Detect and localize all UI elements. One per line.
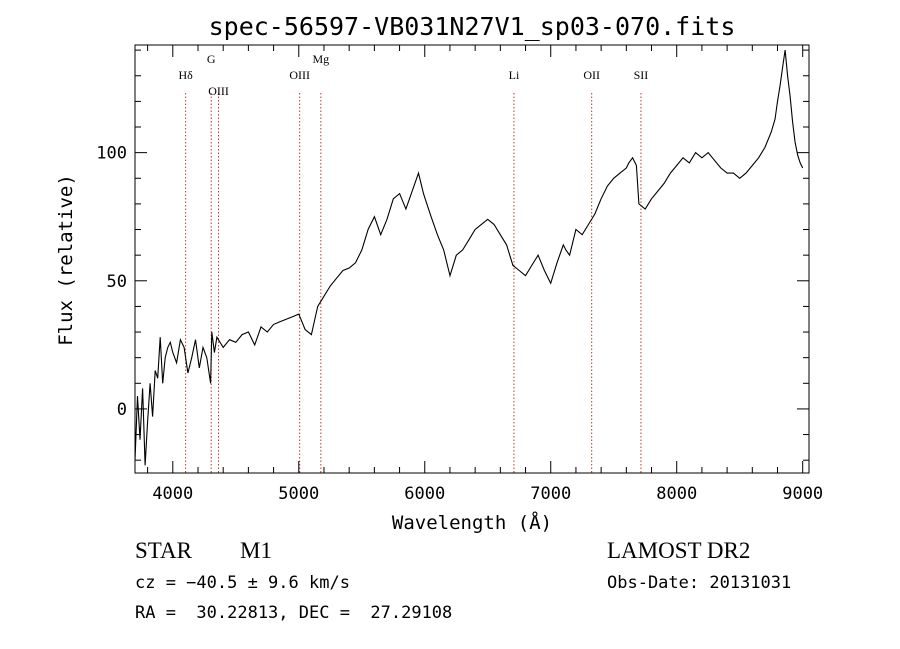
spectral-line-label: OIII <box>208 84 229 98</box>
y-tick-label: 100 <box>96 144 127 164</box>
spectral-line-label: OIII <box>289 68 310 82</box>
chart-title: spec-56597-VB031N27V1_sp03-070.fits <box>209 12 736 41</box>
y-tick-label: 50 <box>107 272 127 292</box>
sky-coordinates: RA = 30.22813, DEC = 27.29108 <box>135 603 453 623</box>
plot-frame <box>134 44 810 474</box>
x-tick-label: 7000 <box>530 484 571 504</box>
x-tick-label: 5000 <box>278 484 319 504</box>
spectral-line-label: Hδ <box>178 68 193 82</box>
observation-date: Obs-Date: 20131031 <box>607 573 792 593</box>
y-axis-ticks: 0 50 100 <box>96 49 809 461</box>
y-axis-label: Flux (relative) <box>55 174 77 346</box>
spectral-line-label: Li <box>509 68 520 82</box>
x-tick-label: 4000 <box>152 484 193 504</box>
x-axis-ticks: 4000 5000 6000 7000 8000 9000 <box>147 45 823 504</box>
spectral-line-label: OII <box>583 68 600 82</box>
y-tick-label: 0 <box>117 400 127 420</box>
redshift-cz: cz = −40.5 ± 9.6 km/s <box>135 573 350 593</box>
x-tick-label: 9000 <box>782 484 823 504</box>
x-tick-label: 8000 <box>656 484 697 504</box>
survey-name: LAMOST DR2 <box>607 538 751 563</box>
x-tick-label: 6000 <box>404 484 445 504</box>
x-axis-label: Wavelength (Å) <box>392 511 552 534</box>
spectrum-line <box>134 50 804 466</box>
spectral-line-label: G <box>207 52 216 66</box>
object-subclass: M1 <box>240 538 272 563</box>
spectral-line-label: SII <box>634 68 649 82</box>
object-type: STAR <box>135 538 192 563</box>
spectral-line-label: Mg <box>312 52 329 66</box>
